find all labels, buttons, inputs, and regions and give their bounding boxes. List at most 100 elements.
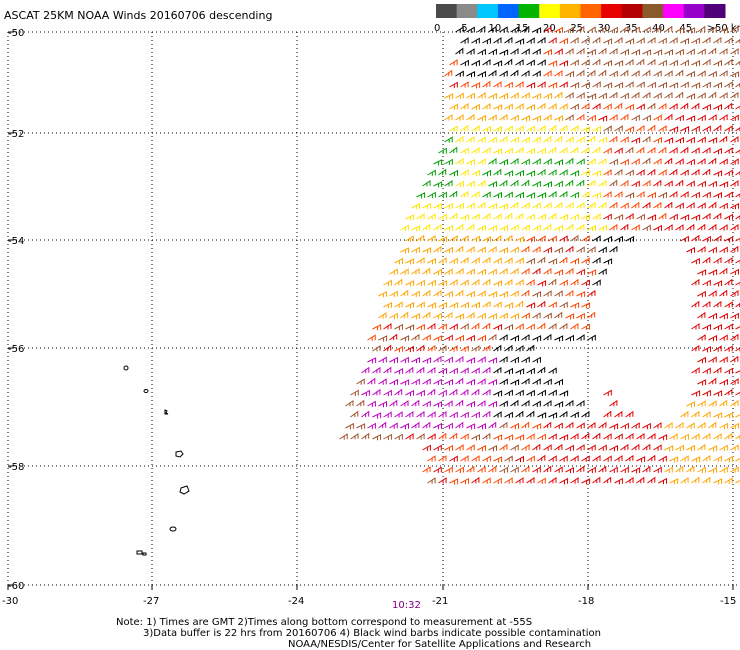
wind-barb (587, 179, 596, 187)
wind-barb (708, 312, 717, 320)
wind-barb (702, 147, 711, 154)
wind-barb (669, 59, 678, 67)
wind-barb (455, 313, 465, 320)
wind-barb (460, 323, 469, 330)
wind-barb (482, 37, 491, 45)
wind-barb (587, 289, 596, 297)
wind-barb (482, 169, 491, 177)
wind-barb (702, 36, 711, 44)
wind-barb (504, 125, 513, 132)
wind-barb (631, 180, 640, 187)
wind-barb (730, 466, 739, 473)
wind-barb (686, 246, 695, 254)
wind-barb (372, 433, 381, 441)
wind-barb (543, 333, 552, 341)
wind-barb (455, 223, 464, 231)
wind-barb (488, 400, 497, 408)
wind-barb (537, 366, 546, 374)
wind-barb (631, 224, 640, 231)
wind-barb (493, 234, 502, 242)
wind-barb (653, 444, 662, 451)
wind-barb (719, 378, 728, 386)
wind-barb (526, 235, 535, 243)
wind-barb (554, 159, 563, 166)
wind-barb (455, 466, 464, 473)
wind-barb (449, 279, 458, 286)
wind-barb (653, 114, 662, 121)
wind-barb (416, 192, 426, 199)
wind-barb (488, 378, 497, 386)
wind-barb (521, 312, 530, 319)
wind-barb (449, 302, 459, 309)
wind-barb (493, 168, 502, 176)
wind-barb (609, 47, 618, 55)
wind-barb (537, 36, 546, 44)
wind-barb (719, 334, 728, 341)
wind-barb (587, 246, 596, 253)
wind-barb (537, 256, 546, 264)
wind-barb (400, 311, 409, 319)
wind-barb (559, 37, 568, 45)
wind-barb (697, 136, 706, 143)
wind-barb (526, 37, 535, 44)
wind-barb (510, 136, 519, 143)
wind-barb (493, 104, 503, 111)
wind-barb (603, 213, 612, 220)
wind-barb (471, 367, 480, 374)
wind-barb (361, 432, 370, 440)
wind-barb (702, 389, 711, 397)
wind-barb (620, 202, 629, 209)
wind-barb (559, 410, 568, 418)
wind-barb (510, 312, 519, 320)
wind-barb (631, 158, 640, 165)
wind-barb (526, 103, 535, 111)
wind-barb (598, 224, 607, 232)
wind-barb (504, 367, 513, 375)
wind-barb (367, 377, 376, 385)
wind-barb (411, 421, 420, 429)
wind-barb (521, 202, 530, 209)
wind-barb (444, 422, 453, 430)
wind-barb (394, 345, 403, 353)
wind-barb (383, 302, 392, 309)
wind-barb (444, 444, 453, 452)
wind-barb (427, 455, 436, 462)
wind-barb (482, 344, 491, 352)
wind-barb (664, 25, 673, 33)
wind-barb (570, 455, 579, 462)
wind-barb (658, 102, 667, 110)
wind-barb (642, 224, 651, 231)
wind-barb (433, 289, 442, 297)
wind-barb (526, 125, 535, 132)
wind-barb (587, 69, 596, 77)
wind-barb (515, 125, 524, 132)
wind-barb (488, 357, 498, 364)
wind-barb (570, 257, 579, 265)
wind-barb (735, 414, 740, 418)
wind-barb (455, 47, 464, 55)
wind-barb (664, 224, 673, 231)
wind-barb (559, 477, 568, 485)
wind-barb (493, 344, 502, 352)
wind-barb (581, 235, 590, 242)
wind-barb (609, 135, 618, 143)
wind-barb (686, 93, 696, 100)
wind-barb (389, 356, 398, 364)
island-outlines (123, 365, 190, 556)
wind-barb (493, 301, 502, 308)
wind-barb (499, 421, 508, 429)
wind-barb (471, 388, 480, 396)
wind-barb (499, 466, 508, 474)
wind-barb (521, 115, 531, 122)
wind-barb (576, 136, 585, 143)
lon-label: -30 (2, 596, 18, 607)
wind-barb (554, 135, 563, 143)
wind-barb (499, 378, 508, 385)
wind-barb (603, 476, 612, 484)
wind-barb (493, 81, 502, 88)
wind-barb (521, 136, 530, 143)
wind-barb (422, 202, 431, 210)
wind-barb (394, 301, 403, 308)
wind-barb (455, 399, 464, 407)
wind-barb (614, 235, 623, 243)
